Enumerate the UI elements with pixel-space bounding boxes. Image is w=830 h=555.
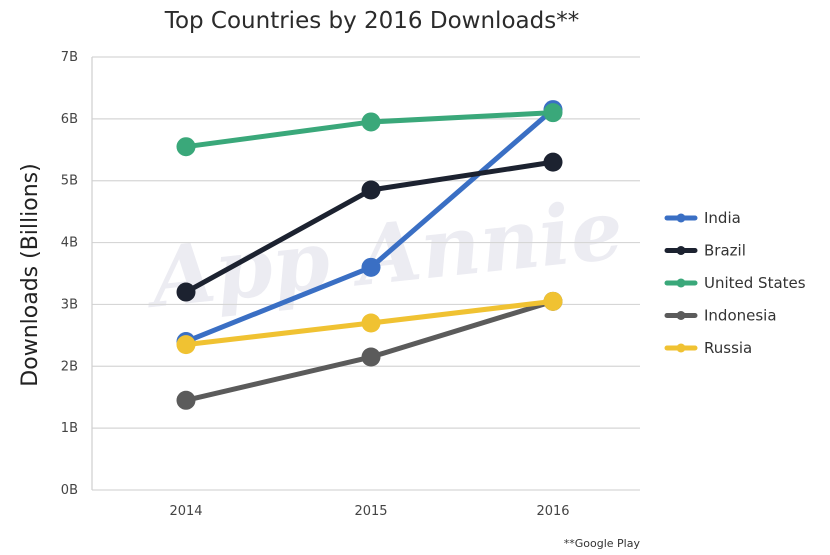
data-point bbox=[361, 112, 381, 132]
y-tick-label: 4B bbox=[61, 236, 78, 251]
data-point bbox=[543, 291, 563, 311]
data-point bbox=[361, 180, 381, 200]
y-tick-label: 1B bbox=[61, 421, 78, 436]
legend-label: Brazil bbox=[704, 242, 746, 260]
legend-label: India bbox=[704, 209, 741, 227]
series-layer bbox=[176, 100, 563, 410]
series-brazil bbox=[176, 152, 563, 302]
data-point bbox=[543, 152, 563, 172]
y-tick-label: 7B bbox=[61, 50, 78, 65]
legend-item-brazil: Brazil bbox=[664, 242, 746, 260]
y-tick-label: 6B bbox=[61, 112, 78, 127]
data-point bbox=[361, 347, 381, 367]
legend-swatch-dot bbox=[676, 213, 686, 223]
legend-label: United States bbox=[704, 274, 806, 292]
legend-swatch-dot bbox=[676, 246, 686, 255]
series-russia bbox=[176, 291, 563, 355]
y-axis-label: Downloads (Billions) bbox=[18, 163, 43, 386]
legend-item-indonesia: Indonesia bbox=[664, 307, 777, 325]
legend-item-russia: Russia bbox=[664, 339, 752, 357]
data-point bbox=[361, 313, 381, 333]
data-point bbox=[176, 282, 196, 302]
y-tick-label: 0B bbox=[61, 483, 78, 498]
x-tick-label: 2014 bbox=[169, 504, 202, 519]
x-tick-label: 2015 bbox=[354, 504, 387, 519]
footnote: **Google Play bbox=[564, 537, 641, 550]
legend: India Brazil United States Indonesia Russia bbox=[664, 209, 806, 357]
data-point bbox=[543, 103, 563, 123]
y-tick-label: 2B bbox=[61, 359, 78, 374]
legend-item-united-states: United States bbox=[664, 274, 806, 292]
legend-label: Indonesia bbox=[704, 307, 777, 325]
chart-title: Top Countries by 2016 Downloads** bbox=[164, 8, 579, 34]
y-tick-label: 3B bbox=[61, 297, 78, 312]
data-point bbox=[176, 390, 196, 410]
legend-label: Russia bbox=[704, 339, 752, 357]
legend-swatch-dot bbox=[676, 343, 686, 353]
data-point bbox=[176, 335, 196, 355]
legend-swatch-dot bbox=[676, 278, 686, 288]
data-point bbox=[361, 257, 381, 277]
legend-item-india: India bbox=[664, 209, 741, 227]
y-tick-label: 5B bbox=[61, 174, 78, 189]
legend-swatch-dot bbox=[676, 311, 686, 320]
data-point bbox=[176, 137, 196, 157]
x-tick-label: 2016 bbox=[536, 504, 569, 519]
x-axis-ticks: 2014 2015 2016 bbox=[169, 504, 569, 519]
series-united-states bbox=[176, 103, 563, 157]
y-axis-ticks: 0B 1B 2B 3B 4B 5B 6B 7B bbox=[61, 50, 78, 498]
